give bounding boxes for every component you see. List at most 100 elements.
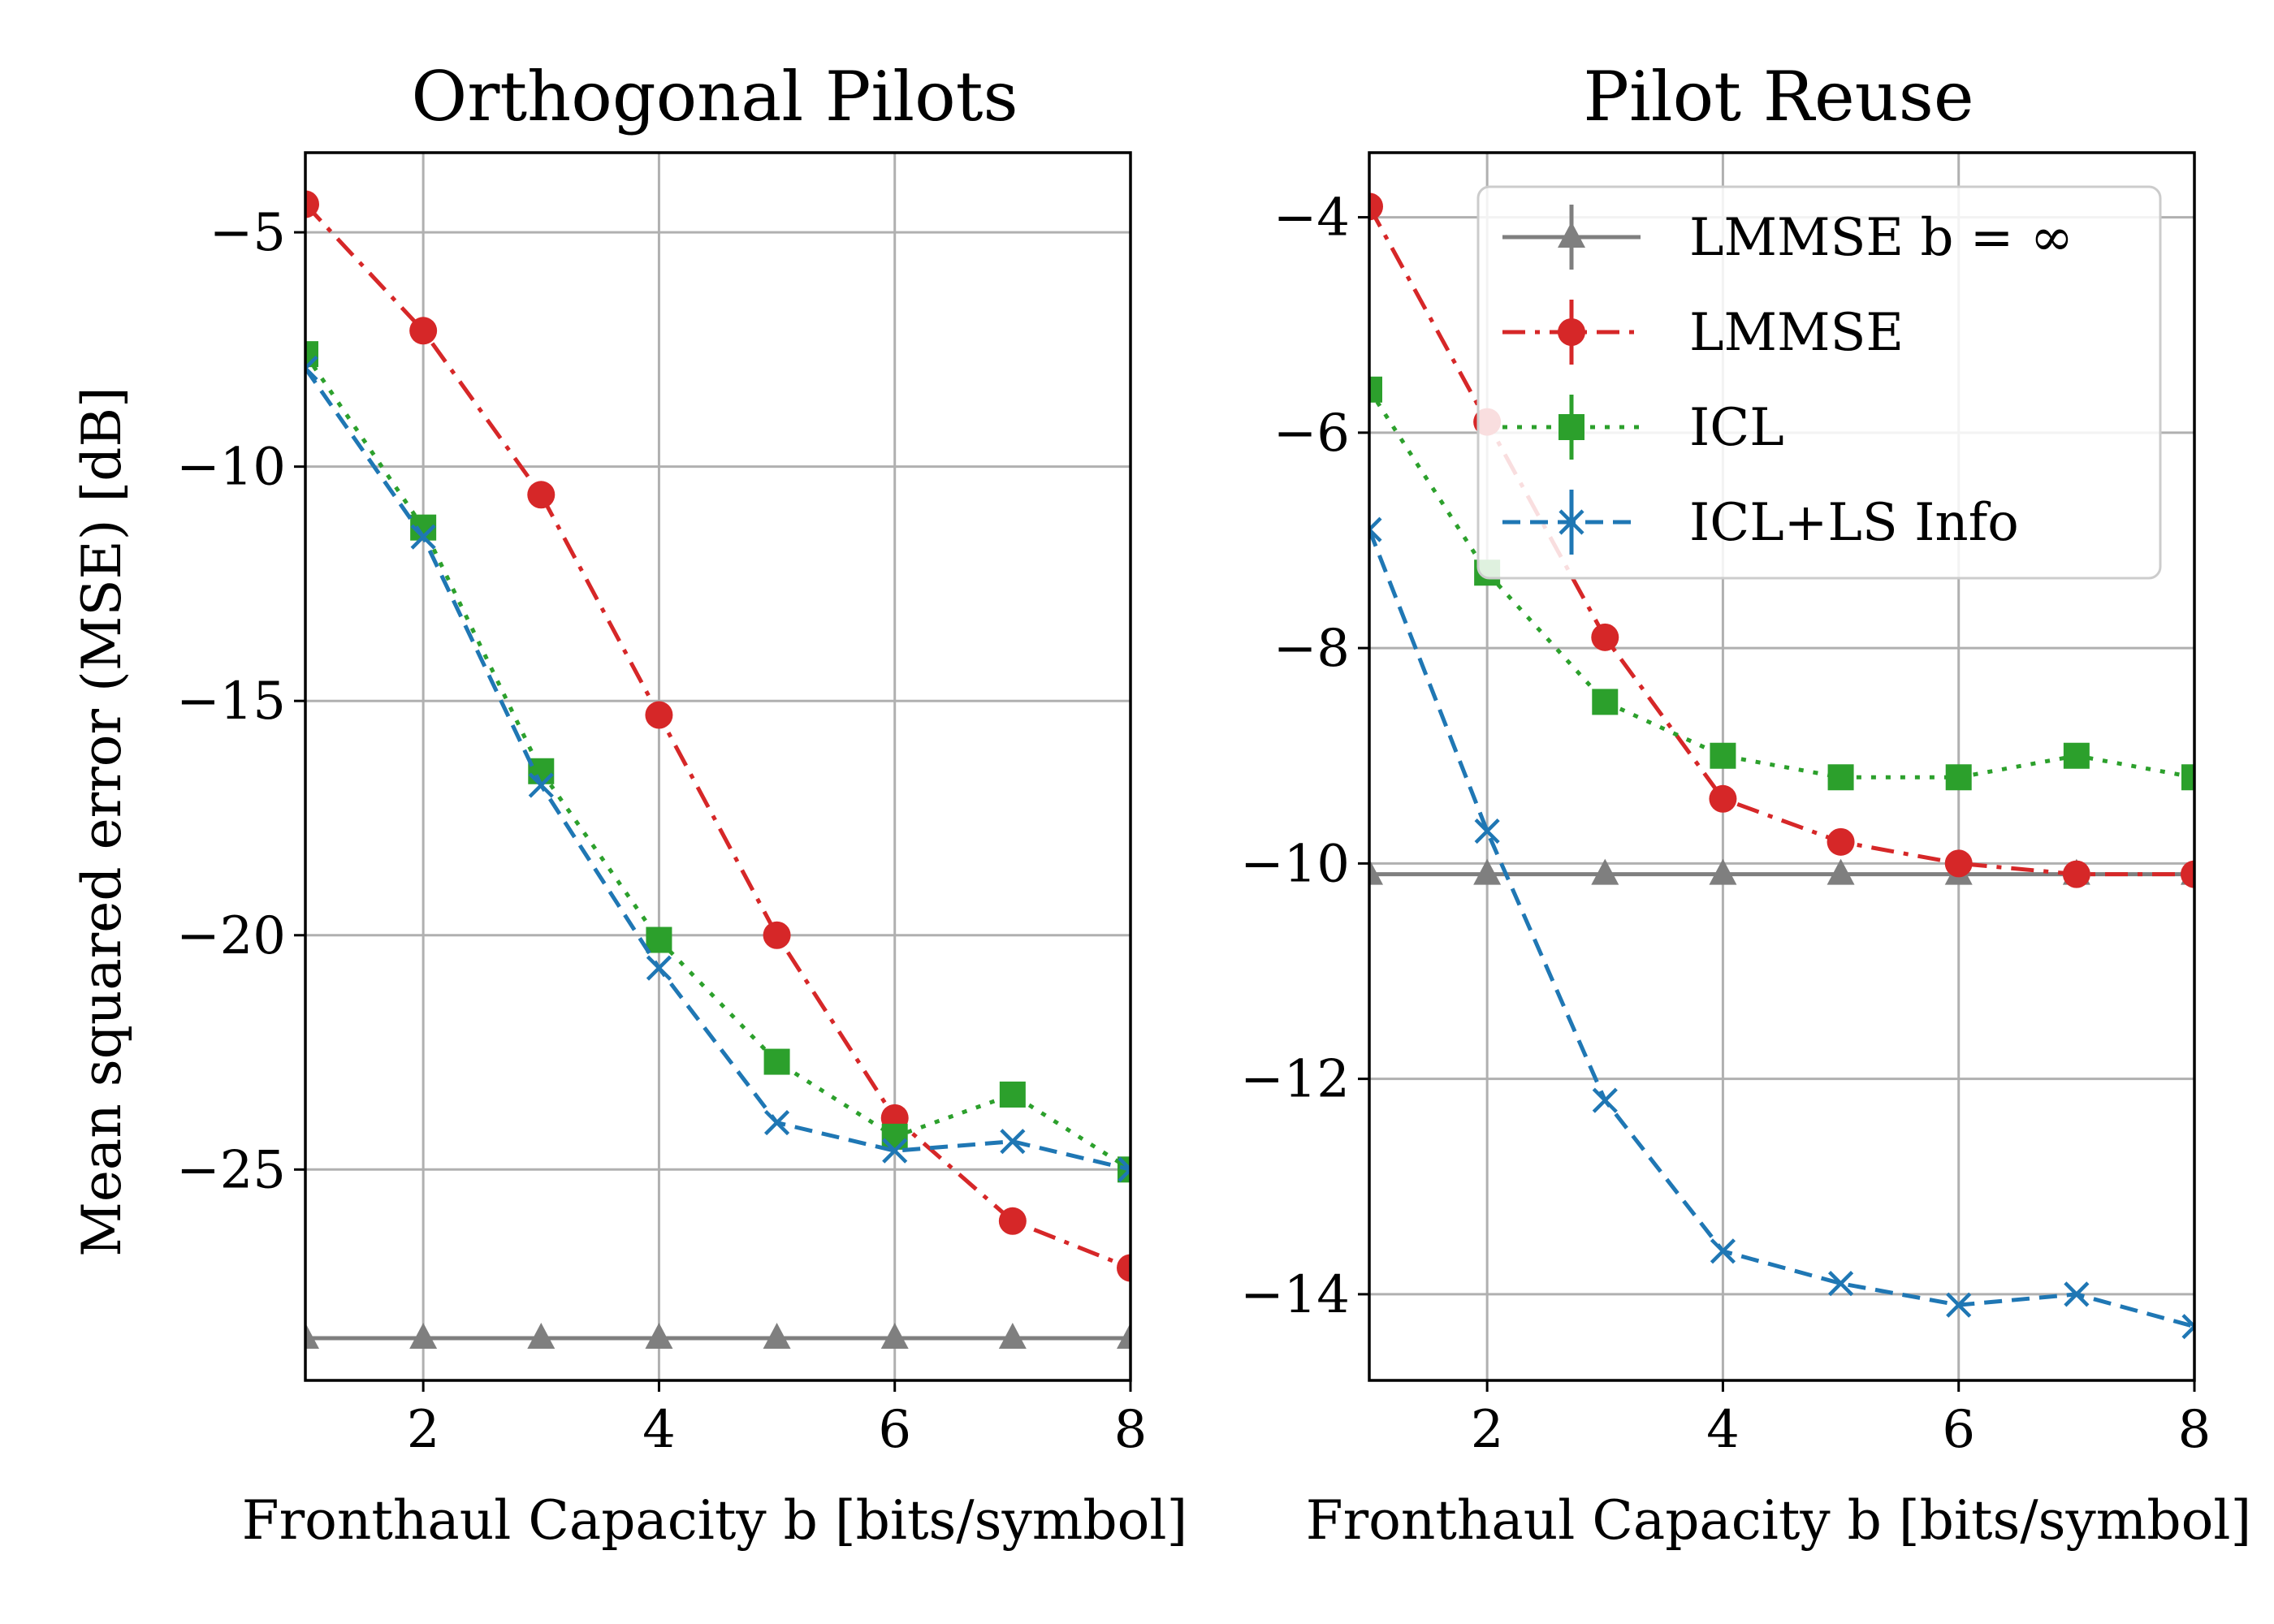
plot-frame: [304, 151, 1132, 1382]
data-point: [1117, 1323, 1131, 1350]
data-point: [1945, 764, 1972, 791]
series-icl-ls-info: [1369, 516, 2194, 1340]
data-point: [1709, 784, 1737, 813]
x-tick-label: 6: [1942, 1400, 1975, 1460]
data-point: [1944, 849, 1973, 878]
data-point: [645, 1323, 673, 1350]
data-point: [1591, 623, 1619, 651]
data-point: [1473, 858, 1502, 885]
data-point: [1118, 1156, 1131, 1182]
data-point: [2181, 860, 2194, 888]
legend-item: ICL: [1502, 395, 1784, 460]
data-point: [1827, 764, 1854, 791]
data-point: [305, 1323, 319, 1350]
chart-title: Pilot Reuse: [1583, 57, 1974, 136]
data-point: [1946, 1292, 1972, 1318]
plot-area: [1369, 192, 2194, 1340]
series-line: [1369, 529, 2194, 1329]
data-point: [1369, 858, 1383, 885]
data-point: [1709, 858, 1737, 885]
series-lmmse-b: [305, 1323, 1131, 1350]
legend-marker: [1558, 222, 1585, 248]
series-icl: [1369, 376, 2194, 791]
data-point: [1474, 818, 1500, 844]
series-icl-ls-info: [305, 355, 1131, 1182]
data-point: [763, 921, 791, 949]
data-point: [2062, 860, 2090, 888]
x-tick-label: 2: [407, 1400, 440, 1460]
data-point: [1369, 516, 1382, 542]
data-point: [1369, 376, 1382, 403]
series-line: [305, 352, 1131, 1172]
data-point: [1827, 1271, 1854, 1297]
x-tick-label: 2: [1471, 1400, 1504, 1460]
data-point: [1710, 1238, 1736, 1264]
data-point: [1591, 858, 1619, 885]
data-point: [880, 1323, 909, 1350]
data-point: [2181, 1314, 2194, 1340]
data-point: [645, 701, 673, 729]
data-point: [2063, 742, 2090, 769]
y-tick-label: −15: [176, 672, 286, 732]
data-point: [999, 1081, 1026, 1108]
legend-label: ICL+LS Info: [1689, 493, 2019, 553]
data-point: [1592, 689, 1619, 715]
data-point: [998, 1323, 1027, 1350]
series-line: [305, 367, 1131, 1172]
panel-orthogonal-pilots: Orthogonal Pilots Fronthaul Capacity b […: [71, 57, 1187, 1552]
legend-marker: [1558, 318, 1585, 346]
data-point: [1827, 858, 1855, 885]
data-point: [763, 1323, 791, 1350]
y-tick-label: −14: [1240, 1265, 1350, 1325]
plot-area: [305, 190, 1131, 1350]
data-point: [998, 1207, 1027, 1235]
y-tick-label: −4: [1273, 188, 1350, 248]
data-point: [1827, 827, 1855, 856]
x-tick-label: 8: [2178, 1400, 2211, 1460]
data-point: [2181, 764, 2194, 791]
y-tick-label: −5: [210, 203, 286, 263]
x-tick-label: 4: [1706, 1400, 1740, 1460]
data-point: [1592, 1087, 1618, 1113]
x-axis-label: Fronthaul Capacity b [bits/symbol]: [242, 1489, 1187, 1552]
series-line: [305, 202, 1131, 1270]
series-lmmse: [305, 190, 1131, 1282]
legend-marker: [1559, 414, 1584, 440]
y-tick-label: −10: [176, 438, 286, 498]
y-tick-label: −6: [1273, 404, 1350, 464]
legend-item: LMMSE: [1502, 300, 1904, 365]
data-point: [305, 190, 319, 218]
legend-item: LMMSE b = ∞: [1502, 205, 2073, 270]
x-tick-label: 6: [878, 1400, 911, 1460]
data-point: [763, 1110, 790, 1136]
data-point: [882, 1138, 908, 1164]
chart-title: Orthogonal Pilots: [411, 57, 1018, 136]
data-point: [763, 1048, 790, 1075]
x-tick-label: 8: [1114, 1400, 1148, 1460]
y-tick-label: −8: [1273, 619, 1350, 679]
data-point: [409, 317, 438, 345]
data-point: [2064, 1281, 2090, 1307]
legend-label: ICL: [1689, 398, 1784, 458]
legend-box: [1476, 185, 2162, 580]
data-point: [305, 355, 318, 382]
data-point: [409, 1323, 438, 1350]
y-tick-label: −10: [1240, 834, 1350, 894]
legend-label: LMMSE b = ∞: [1689, 208, 2073, 268]
data-point: [646, 926, 672, 953]
data-point: [528, 772, 554, 798]
data-point: [1369, 192, 1383, 221]
x-tick-label: 4: [642, 1400, 676, 1460]
y-tick-label: −25: [176, 1140, 286, 1200]
x-axis-label: Fronthaul Capacity b [bits/symbol]: [1306, 1489, 2251, 1552]
data-point: [527, 481, 556, 509]
legend: LMMSE b = ∞ LMMSE ICL ICL+LS Info: [1476, 185, 2162, 580]
plot-frame: [1368, 151, 2196, 1382]
y-tick-label: −20: [176, 906, 286, 966]
data-point: [527, 1323, 556, 1350]
y-axis-label: Mean squared error (MSE) [dB]: [71, 387, 133, 1256]
legend-item: ICL+LS Info: [1502, 490, 2019, 555]
data-point: [410, 524, 436, 550]
data-point: [1117, 1254, 1131, 1282]
